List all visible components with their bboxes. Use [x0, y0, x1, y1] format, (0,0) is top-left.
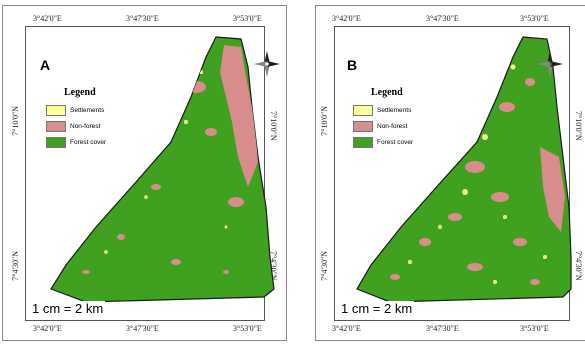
legend-item-non-forest: Non-forest: [353, 121, 407, 132]
left-tick-1: 7°10'0"N: [11, 106, 20, 136]
non-forest-patches: [390, 78, 565, 285]
bottom-tick-3: 3°53'0"E: [233, 324, 262, 333]
map-panel-a: 3°42'0"E 3°47'30"E 3°53'0"E 3°42'0"E 3°4…: [2, 5, 287, 341]
panel-label: B: [347, 57, 358, 73]
legend-label: Forest cover: [377, 139, 414, 146]
settlements-swatch: [353, 105, 373, 116]
north-arrow-icon: [537, 51, 563, 77]
right-tick-2: 7°4'30"N: [269, 251, 278, 281]
map-panel-b: 3°42'0"E 3°47'30"E 3°53'0"E 3°42'0"E 3°4…: [315, 5, 585, 341]
top-tick-3: 3°53'0"E: [520, 14, 549, 23]
panel-label: A: [40, 57, 51, 73]
north-arrow-icon: [254, 51, 280, 77]
left-tick-1: 7°10'0"N: [320, 106, 329, 136]
scale-text: 1 cm = 2 km: [30, 301, 106, 316]
left-tick-2: 7°4'30"N: [11, 251, 20, 281]
legend-label: Settlements: [70, 107, 105, 114]
non-forest-swatch: [353, 121, 373, 132]
map-frame: B Legend Settlements Non-forest Forest c…: [334, 26, 572, 321]
right-tick-1: 7°10'0"N: [574, 111, 583, 141]
bottom-tick-2: 3°47'30"E: [426, 324, 459, 333]
map-canvas: [50, 36, 275, 303]
legend-title: Legend: [371, 87, 403, 98]
top-tick-2: 3°47'30"E: [126, 14, 159, 23]
legend-label: Settlements: [377, 107, 412, 114]
legend-item-settlements: Settlements: [46, 105, 104, 116]
top-tick-1: 3°42'0"E: [332, 14, 361, 23]
legend-label: Non-forest: [70, 123, 101, 130]
forest-cover-swatch: [46, 137, 66, 148]
bottom-tick-3: 3°53'0"E: [520, 324, 549, 333]
settlements-swatch: [46, 105, 66, 116]
legend-item-settlements: Settlements: [353, 105, 411, 116]
forest-cover-area: [356, 36, 572, 303]
top-tick-2: 3°47'30"E: [426, 14, 459, 23]
top-tick-1: 3°42'0"E: [33, 14, 62, 23]
left-tick-2: 7°4'30"N: [320, 251, 329, 281]
bottom-tick-1: 3°42'0"E: [332, 324, 361, 333]
settlement-patches: [408, 64, 547, 284]
legend-title: Legend: [64, 87, 96, 98]
forest-cover-area: [50, 36, 275, 303]
legend-label: Non-forest: [377, 123, 408, 130]
legend-item-forest-cover: Forest cover: [46, 137, 106, 148]
right-tick-1: 7°10'0"N: [269, 111, 278, 141]
forest-cover-swatch: [353, 137, 373, 148]
map-canvas: [356, 36, 572, 303]
legend-item-forest-cover: Forest cover: [353, 137, 413, 148]
bottom-tick-1: 3°42'0"E: [33, 324, 62, 333]
top-tick-3: 3°53'0"E: [233, 14, 262, 23]
map-frame: A Legend Settlements Non-forest Forest c…: [25, 26, 280, 321]
bottom-tick-2: 3°47'30"E: [126, 324, 159, 333]
non-forest-patches: [82, 45, 258, 274]
legend-item-non-forest: Non-forest: [46, 121, 100, 132]
legend-label: Forest cover: [70, 139, 107, 146]
non-forest-swatch: [46, 121, 66, 132]
right-tick-2: 7°4'30"N: [574, 251, 583, 281]
scale-text: 1 cm = 2 km: [339, 301, 415, 316]
